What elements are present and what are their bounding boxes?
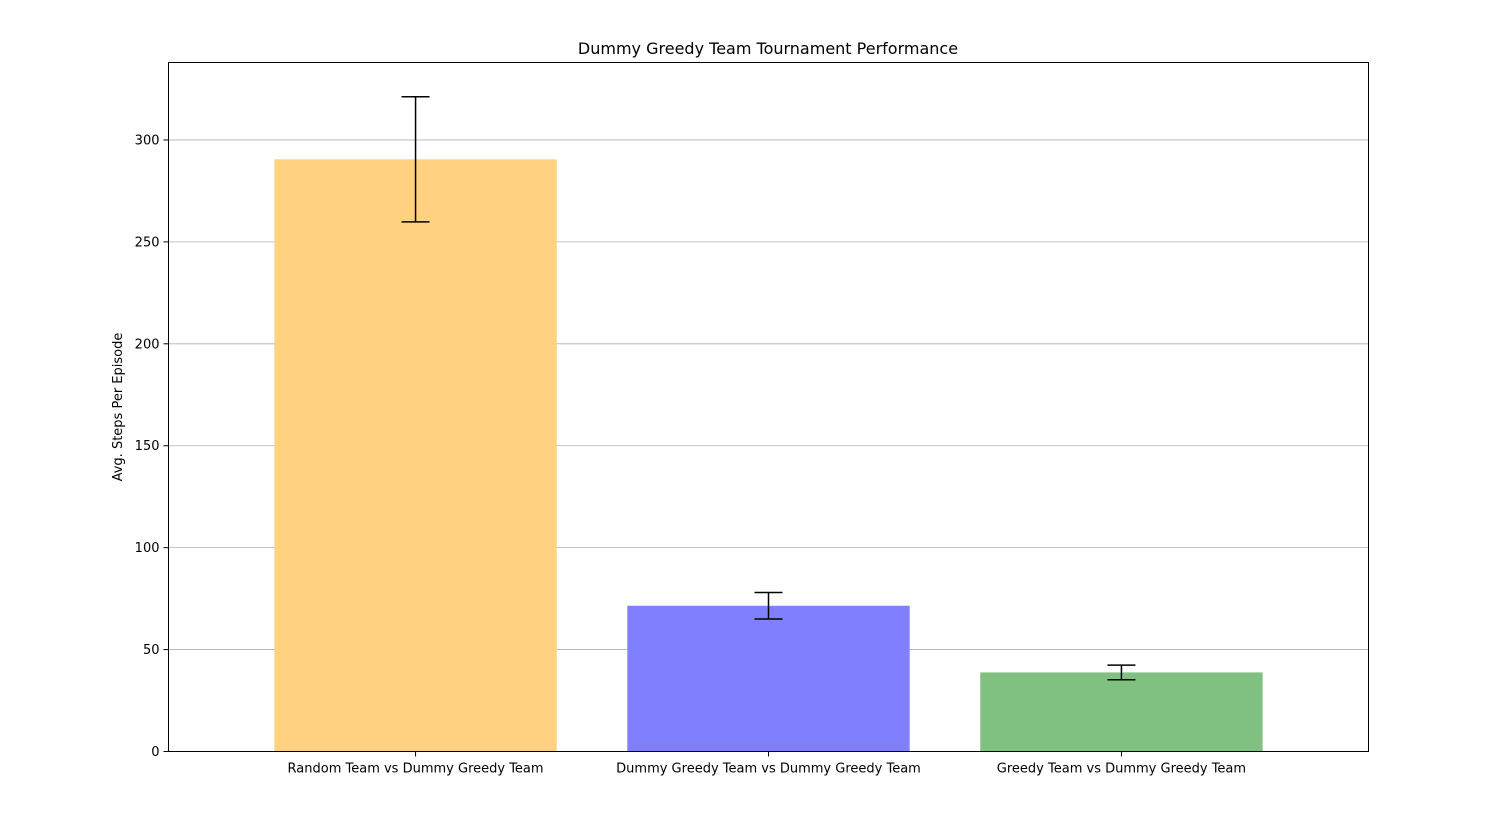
y-tick-label: 150 (135, 439, 160, 454)
x-tick-label: Random Team vs Dummy Greedy Team (288, 762, 544, 777)
bar (274, 159, 557, 752)
y-tick-label: 50 (143, 643, 160, 658)
error-bars (401, 95, 1136, 681)
bars (274, 159, 1263, 752)
y-axis-ticks: 0 50 100 150 200 250 300 (135, 133, 169, 760)
chart-title: Dummy Greedy Team Tournament Performance (578, 39, 958, 58)
y-tick-label: 250 (135, 235, 160, 250)
y-tick-label: 200 (135, 337, 160, 352)
y-tick-label: 100 (135, 541, 160, 556)
bar (980, 672, 1263, 752)
y-axis-label: Avg. Steps Per Episode (111, 333, 126, 482)
y-tick-label: 0 (151, 745, 159, 760)
x-tick-label: Greedy Team vs Dummy Greedy Team (997, 762, 1246, 777)
x-tick-label: Dummy Greedy Team vs Dummy Greedy Team (616, 762, 921, 777)
bar (627, 605, 910, 752)
y-tick-label: 300 (135, 133, 160, 148)
x-axis-ticks: Random Team vs Dummy Greedy Team Dummy Gr… (288, 751, 1246, 777)
